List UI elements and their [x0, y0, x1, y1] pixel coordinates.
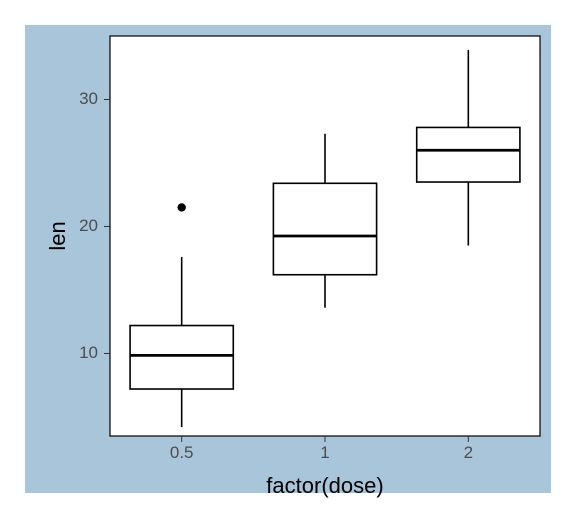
y-axis-label: len	[45, 221, 70, 250]
x-tick-label: 0.5	[170, 443, 194, 462]
y-tick-label: 30	[79, 89, 98, 108]
outlier-point	[177, 203, 185, 211]
x-tick-label: 1	[320, 443, 329, 462]
y-tick-label: 20	[79, 216, 98, 235]
x-axis-label: factor(dose)	[266, 473, 383, 498]
x-tick-label: 2	[464, 443, 473, 462]
y-tick-label: 10	[79, 343, 98, 362]
boxplot-svg: 10 20 30 len 0.5 1 2 factor(dose)	[0, 0, 576, 518]
chart-container: 10 20 30 len 0.5 1 2 factor(dose)	[0, 0, 576, 518]
